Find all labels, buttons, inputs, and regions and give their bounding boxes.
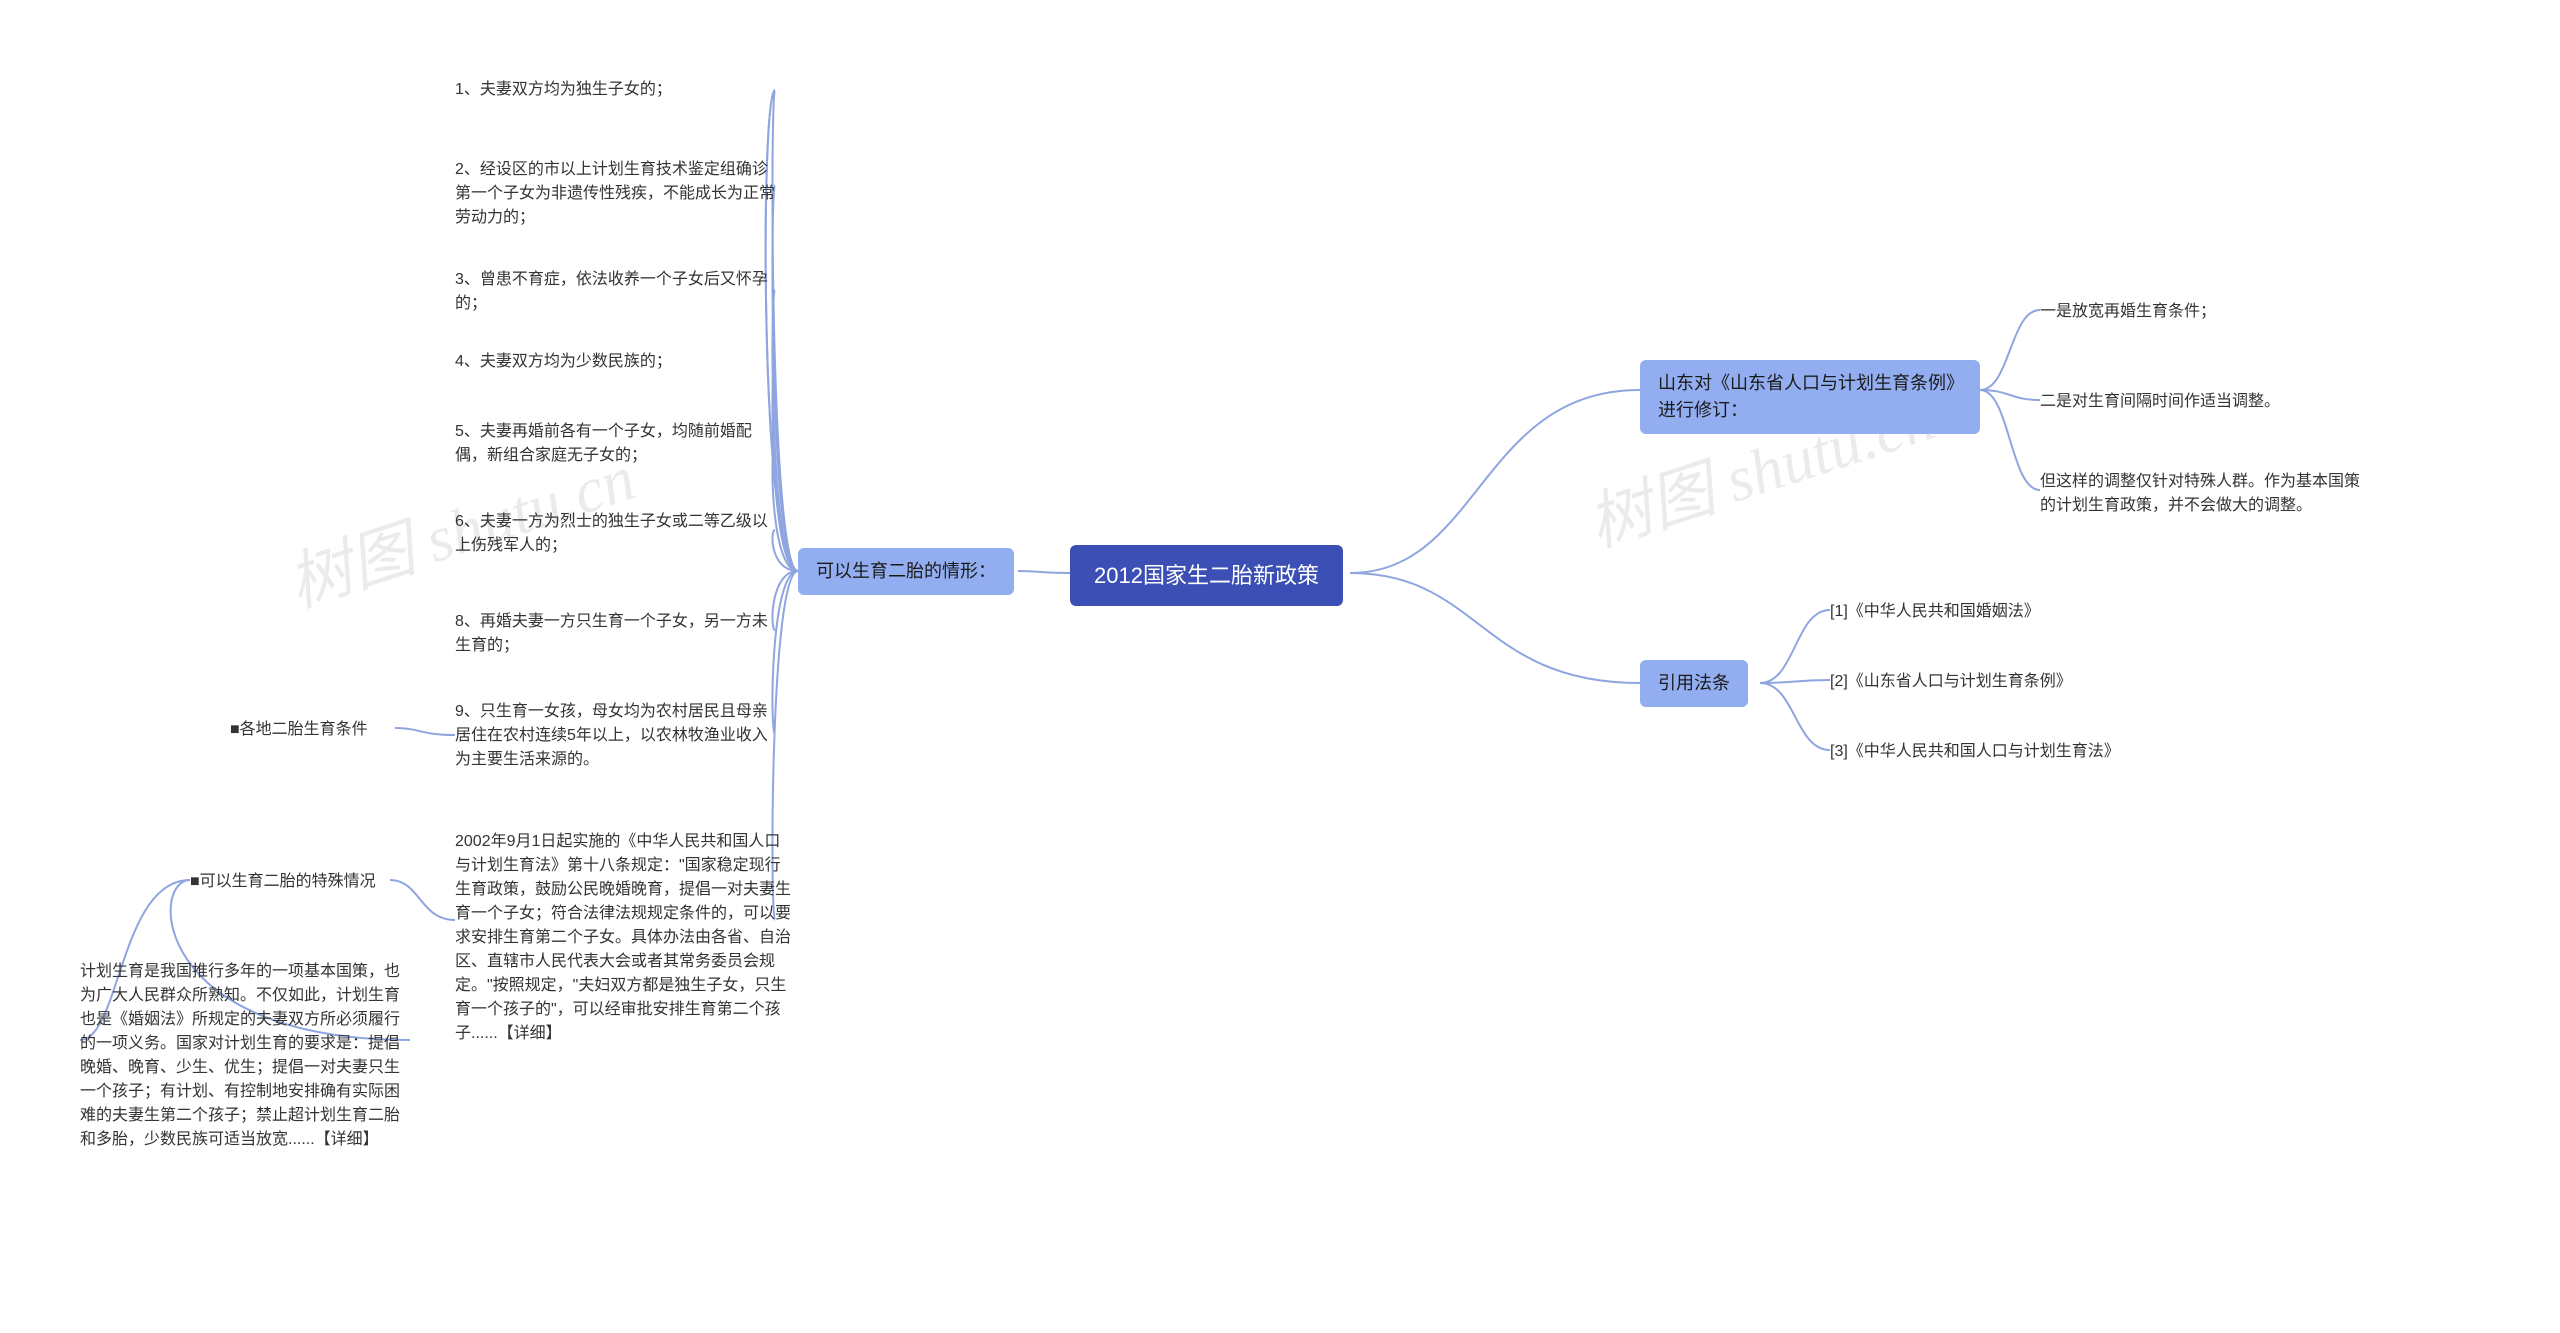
left-sub-conditions: ■各地二胎生育条件: [230, 718, 368, 742]
right-b1-item-1: 一是放宽再婚生育条件；: [2040, 300, 2216, 324]
right-branch-laws: 引用法条: [1640, 660, 1748, 707]
left-sub-special: ■可以生育二胎的特殊情况: [190, 870, 376, 894]
left-item-5: 5、夫妻再婚前各有一个子女，均随前婚配偶，新组合家庭无子女的；: [455, 420, 775, 468]
left-item-1: 1、夫妻双方均为独生子女的；: [455, 78, 672, 102]
right-b1-item-3: 但这样的调整仅针对特殊人群。作为基本国策的计划生育政策，并不会做大的调整。: [2040, 470, 2360, 518]
left-item-7: 8、再婚夫妻一方只生育一个子女，另一方未生育的；: [455, 610, 775, 658]
left-branch: 可以生育二胎的情形：: [798, 548, 1014, 595]
left-sub-special-detail: 计划生育是我国推行多年的一项基本国策，也为广大人民群众所熟知。不仅如此，计划生育…: [80, 960, 410, 1152]
right-b2-item-1: [1]《中华人民共和国婚姻法》: [1830, 600, 2040, 624]
left-item-4: 4、夫妻双方均为少数民族的；: [455, 350, 672, 374]
right-b2-item-2: [2]《山东省人口与计划生育条例》: [1830, 670, 2072, 694]
left-item-6: 6、夫妻一方为烈士的独生子女或二等乙级以上伤残军人的；: [455, 510, 775, 558]
right-b1-item-2: 二是对生育间隔时间作适当调整。: [2040, 390, 2280, 414]
right-b2-item-3: [3]《中华人民共和国人口与计划生育法》: [1830, 740, 2120, 764]
root-node: 2012国家生二胎新政策: [1070, 545, 1343, 606]
left-item-3: 3、曾患不育症，依法收养一个子女后又怀孕的；: [455, 268, 775, 316]
left-item-9: 2002年9月1日起实施的《中华人民共和国人口与计划生育法》第十八条规定："国家…: [455, 830, 795, 1046]
right-branch-shandong: 山东对《山东省人口与计划生育条例》进行修订：: [1640, 360, 1980, 434]
left-item-2: 2、经设区的市以上计划生育技术鉴定组确诊第一个子女为非遗传性残疾，不能成长为正常…: [455, 158, 775, 230]
left-item-8: 9、只生育一女孩，母女均为农村居民且母亲居住在农村连续5年以上，以农林牧渔业收入…: [455, 700, 775, 772]
